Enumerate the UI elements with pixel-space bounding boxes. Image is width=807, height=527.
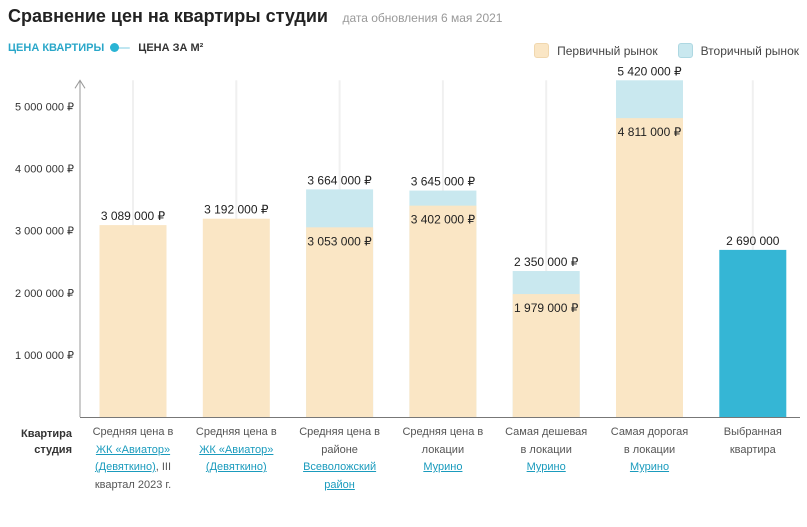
category-label-line: в локации bbox=[520, 443, 572, 456]
category-link[interactable]: ЖК «Авиатор» bbox=[95, 443, 171, 456]
y-tick-label-1: 2 000 000 ₽ bbox=[15, 288, 74, 300]
category-label-line: ЖК «Авиатор» bbox=[184, 442, 288, 460]
category-label-5: Самая дорогая в локации Мурино bbox=[598, 424, 702, 477]
category-label-6: Выбранная квартира bbox=[701, 424, 805, 459]
category-label-0: Средняя цена в ЖК «Авиатор» (Девяткино), I… bbox=[81, 424, 185, 494]
y-tick-label-2: 3 000 000 ₽ bbox=[15, 226, 74, 238]
page-title: Сравнение цен на квартиры студии bbox=[8, 6, 328, 26]
legend-item-primary: Первичный рынок bbox=[534, 43, 658, 58]
category-label-4: Самая дешевая в локации Мурино bbox=[494, 424, 598, 477]
legend-swatch-primary bbox=[534, 43, 550, 58]
category-label-3: Средняя цена в локации Мурино bbox=[391, 424, 495, 477]
toggle-option-apartment-price[interactable]: ЦЕНА КВАРТИРЫ bbox=[8, 42, 105, 54]
category-label-line: Средняя цена в bbox=[299, 426, 380, 438]
bar-primary-4 bbox=[512, 294, 580, 417]
category-label-line: локации bbox=[421, 443, 465, 456]
bar-primary-3 bbox=[409, 205, 477, 417]
category-label-1: Средняя цена в ЖК «Авиатор» (Девяткино) bbox=[184, 424, 288, 477]
toggle-option-price-per-sqm[interactable]: ЦЕНА ЗА М² bbox=[138, 42, 204, 54]
category-label-line: Мурино bbox=[391, 459, 495, 477]
grid-line-4 bbox=[545, 80, 548, 418]
bar-label-primary-5: 4 811 000 ₽ bbox=[618, 125, 682, 139]
legend-swatch-secondary bbox=[677, 43, 693, 58]
y-tick-label-4: 5 000 000 ₽ bbox=[15, 101, 74, 113]
bar-primary-0 bbox=[99, 225, 167, 417]
update-date: дата обновления 6 мая 2021 bbox=[342, 11, 503, 25]
bar-primary-5 bbox=[616, 118, 683, 418]
bar-primary-2 bbox=[306, 227, 374, 417]
category-label-line: Мурино bbox=[494, 459, 598, 477]
category-label-line: Самая дешевая bbox=[505, 426, 588, 438]
toggle-switch[interactable] bbox=[110, 43, 132, 53]
bar-label-secondary-2: 3 664 000 ₽ bbox=[307, 173, 372, 187]
category-label-line: Средняя цена в bbox=[92, 426, 174, 438]
bar-label-primary-0: 3 089 000 ₽ bbox=[101, 209, 166, 223]
bar-primary-1 bbox=[202, 218, 270, 417]
y-tick-label-0: 1 000 000 ₽ bbox=[15, 350, 74, 362]
category-link[interactable]: Мурино bbox=[629, 461, 670, 473]
category-link[interactable]: ЖК «Авиатор» bbox=[199, 443, 274, 456]
category-label-line: в локации bbox=[623, 443, 676, 456]
bar-label-secondary-3: 3 645 000 ₽ bbox=[411, 175, 476, 189]
category-label-line: район bbox=[288, 477, 392, 495]
toggle-knob[interactable] bbox=[110, 43, 120, 52]
category-label-2: Средняя цена в районе Всеволожский район bbox=[288, 424, 392, 494]
y-axis-arrow bbox=[74, 79, 86, 89]
category-link[interactable]: Мурино bbox=[423, 461, 463, 473]
category-label-line: Средняя цена в bbox=[402, 426, 484, 438]
grid-line-6 bbox=[751, 80, 754, 418]
bar-selected-6 bbox=[719, 249, 787, 417]
row-label-line-2: студия bbox=[34, 444, 72, 456]
category-link[interactable]: Мурино bbox=[526, 461, 566, 473]
category-label-line: районе bbox=[321, 443, 358, 456]
category-label-line: (Девяткино), III bbox=[81, 459, 185, 477]
bar-label-selected-6: 2 690 000 bbox=[726, 234, 780, 248]
bar-label-secondary-5: 5 420 000 ₽ bbox=[617, 64, 682, 78]
bar-label-primary-2: 3 053 000 ₽ bbox=[307, 234, 372, 248]
category-label-line: ЖК «Авиатор» bbox=[81, 442, 185, 460]
category-link[interactable]: Всеволожский bbox=[303, 461, 377, 473]
chart-header: Сравнение цен на квартиры студии дата об… bbox=[8, 6, 502, 27]
category-label-line: Самая дорогая bbox=[610, 426, 689, 438]
category-label-line: Мурино bbox=[598, 459, 702, 477]
category-label-line: квартира bbox=[729, 443, 776, 456]
category-link[interactable]: (Девяткино) bbox=[205, 461, 267, 473]
legend-item-secondary: Вторичный рынок bbox=[677, 43, 799, 58]
category-label-line: Всеволожский bbox=[288, 459, 392, 477]
bar-label-secondary-4: 2 350 000 ₽ bbox=[514, 255, 579, 269]
bar-label-primary-3: 3 402 000 ₽ bbox=[411, 213, 476, 227]
y-tick-label-3: 4 000 000 ₽ bbox=[15, 164, 74, 176]
legend-label-secondary: Вторичный рынок bbox=[700, 43, 799, 58]
bar-label-primary-4: 1 979 000 ₽ bbox=[514, 301, 579, 315]
category-label-suffix: , III bbox=[155, 461, 172, 473]
category-label-line: Средняя цена в bbox=[195, 426, 277, 438]
legend-label-primary: Первичный рынок bbox=[557, 43, 658, 58]
category-link[interactable]: (Девяткино) bbox=[94, 461, 156, 473]
category-label-line: (Девяткино) bbox=[184, 459, 288, 477]
toggle-track bbox=[114, 47, 131, 49]
chart-legend: Первичный рынок Вторичный рынок bbox=[534, 43, 799, 58]
bar-label-primary-1: 3 192 000 ₽ bbox=[204, 203, 269, 217]
row-label-line-1: Квартира bbox=[20, 428, 72, 440]
price-mode-toggle[interactable]: ЦЕНА КВАРТИРЫ ЦЕНА ЗА М² bbox=[8, 42, 203, 54]
category-label-line: Выбранная bbox=[723, 426, 782, 438]
row-label: Квартира студия bbox=[10, 426, 72, 458]
category-label-line: квартал 2023 г. bbox=[94, 478, 172, 491]
category-link[interactable]: район bbox=[324, 478, 355, 491]
